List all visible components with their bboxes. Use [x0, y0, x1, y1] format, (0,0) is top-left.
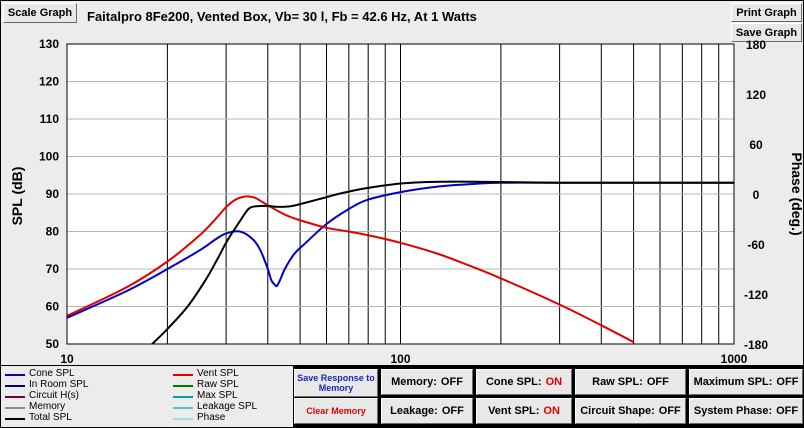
y-tick-label: 70 [46, 262, 60, 276]
leakage-toggle[interactable]: Leakage: OFF [381, 398, 473, 424]
memory-toggle-state: OFF [440, 376, 463, 388]
y-tick-label: 110 [40, 112, 60, 126]
legend-label: Leakage SPL [197, 401, 258, 412]
x-tick-label: 10 [60, 352, 74, 366]
legend-swatch [5, 396, 25, 398]
circuit-shape-toggle-state: OFF [658, 405, 681, 417]
series-line-cone-spl [67, 181, 734, 319]
y2-tick-label: -120 [744, 288, 768, 302]
y-tick-label: 130 [39, 37, 59, 51]
raw-spl-toggle[interactable]: Raw SPL: OFF [575, 369, 686, 395]
legend-label: Circuit H(s) [29, 390, 79, 401]
legend-swatch [5, 407, 25, 409]
system-phase-toggle-state: OFF [776, 405, 799, 417]
memory-toggle[interactable]: Memory: OFF [381, 369, 473, 395]
legend-swatch [173, 374, 193, 376]
legend: Cone SPL In Room SPL Circuit H(s) Memory… [1, 366, 293, 427]
save-response-button[interactable]: Save Response to Memory [294, 369, 378, 397]
y-tick-label: 50 [46, 337, 60, 351]
vent-spl-toggle-label: Vent SPL: [488, 405, 540, 417]
x-tick-label: 100 [390, 352, 410, 366]
raw-spl-toggle-state: OFF [646, 376, 669, 388]
legend-swatch [5, 418, 25, 420]
scale-graph-button[interactable]: Scale Graph [3, 3, 77, 23]
vent-spl-toggle[interactable]: Vent SPL: ON [476, 398, 572, 424]
legend-label: Raw SPL [197, 379, 239, 390]
legend-swatch [173, 407, 193, 409]
legend-swatch [173, 418, 193, 420]
y2-tick-label: -180 [744, 338, 768, 352]
cone-spl-toggle[interactable]: Cone SPL: ON [476, 369, 572, 395]
legend-swatch [173, 396, 193, 398]
legend-swatch [5, 374, 25, 376]
vent-spl-toggle-state: ON [543, 405, 560, 417]
legend-swatch [5, 385, 25, 387]
tick-labels: 50 60 70 80 90 100 110 120 130 -180 -120 -60 0 60 120 1… [39, 37, 768, 366]
raw-spl-toggle-label: Raw SPL: [592, 376, 643, 388]
y2-tick-label: 0 [753, 188, 760, 202]
system-phase-toggle-label: System Phase: [693, 405, 773, 417]
x-tick-label: 1000 [721, 352, 748, 366]
circuit-shape-toggle-label: Circuit Shape: [580, 405, 655, 417]
legend-label: Cone SPL [29, 368, 75, 379]
circuit-shape-toggle[interactable]: Circuit Shape: OFF [575, 398, 686, 424]
grid [67, 44, 734, 344]
max-spl-toggle-label: Maximum SPL: [693, 376, 773, 388]
cone-spl-toggle-label: Cone SPL: [485, 376, 542, 388]
legend-label: Vent SPL [197, 368, 239, 379]
system-phase-toggle[interactable]: System Phase: OFF [689, 398, 803, 424]
save-response-label: Save Response to Memory [297, 373, 375, 393]
y2-tick-label: -60 [747, 238, 765, 252]
print-graph-button[interactable]: Print Graph [731, 3, 802, 22]
y2-axis-label: Phase (deg.) [789, 152, 804, 235]
leakage-toggle-state: OFF [441, 405, 464, 417]
legend-swatch [173, 385, 193, 387]
y-tick-label: 60 [46, 300, 60, 314]
series-line-total-spl [151, 180, 734, 344]
legend-label: Total SPL [29, 412, 72, 423]
y-tick-label: 120 [39, 75, 59, 89]
leakage-toggle-label: Leakage: [390, 405, 438, 417]
y-tick-label: 80 [46, 225, 60, 239]
chart-title: Faitalpro 8Fe200, Vented Box, Vb= 30 l, … [87, 9, 477, 24]
save-graph-button[interactable]: Save Graph [731, 23, 802, 42]
legend-label: Memory [29, 401, 66, 412]
y-tick-label: 90 [46, 187, 60, 201]
clear-memory-button[interactable]: Clear Memory [294, 398, 378, 424]
legend-label: Phase [197, 412, 226, 423]
series-group [67, 180, 734, 344]
plot-border [66, 43, 735, 345]
max-spl-toggle[interactable]: Maximum SPL: OFF [689, 369, 803, 395]
max-spl-toggle-state: OFF [776, 376, 799, 388]
y-tick-label: 100 [39, 150, 59, 164]
clear-memory-label: Clear Memory [306, 406, 366, 416]
legend-label: Max SPL [197, 390, 238, 401]
legend-label: In Room SPL [29, 379, 89, 390]
cone-spl-toggle-state: ON [545, 376, 563, 388]
memory-toggle-label: Memory: [391, 376, 437, 388]
y2-tick-label: 120 [746, 88, 766, 102]
y-axis-label: SPL (dB) [9, 167, 25, 226]
y2-tick-label: 60 [749, 138, 763, 152]
series-line-vent-spl [67, 195, 635, 343]
y2-tick-label: 180 [746, 38, 766, 52]
